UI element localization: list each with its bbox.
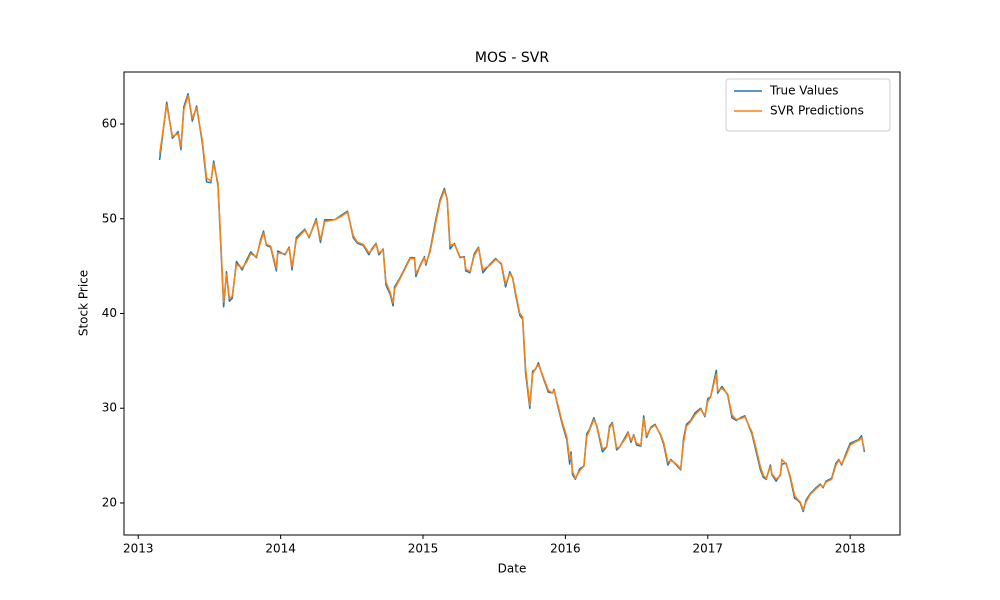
line-series	[158, 92, 866, 513]
x-tick-label: 2014	[265, 542, 296, 556]
chart-title: MOS - SVR	[475, 50, 549, 66]
plot-frame	[123, 71, 901, 536]
x-axis-label: Date	[498, 562, 527, 576]
legend-box	[725, 78, 891, 132]
x-tick-label: 2018	[835, 542, 866, 556]
y-tick-label: 40	[102, 306, 117, 320]
legend-label: True Values	[769, 84, 839, 98]
y-axis-label: Stock Price	[77, 270, 91, 336]
y-tick-label: 60	[102, 117, 117, 131]
x-tick-label: 2016	[550, 542, 581, 556]
x-tick-label: 2017	[693, 542, 724, 556]
line-series	[158, 94, 866, 511]
y-tick-label: 20	[102, 495, 117, 509]
y-tick-label: 30	[102, 401, 117, 415]
y-tick-label: 50	[102, 211, 117, 225]
x-tick-label: 2013	[123, 542, 154, 556]
legend-label: SVR Predictions	[770, 104, 864, 118]
x-tick-label: 2015	[408, 542, 439, 556]
